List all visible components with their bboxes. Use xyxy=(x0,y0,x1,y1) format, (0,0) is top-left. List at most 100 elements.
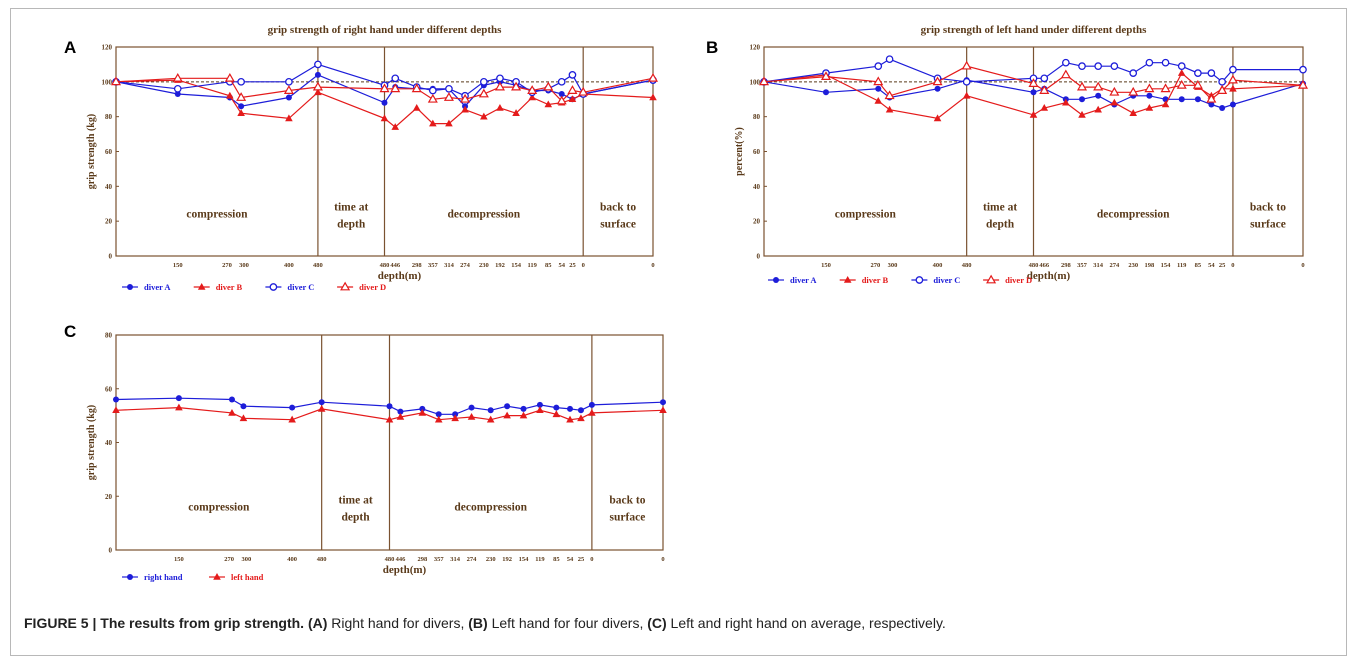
data-point xyxy=(588,408,596,416)
data-point-shape xyxy=(1110,62,1119,71)
data-point-shape xyxy=(391,74,400,83)
series-diver-D xyxy=(758,60,1309,103)
data-point xyxy=(1060,69,1071,79)
phase-label: back to surface xyxy=(1250,202,1286,231)
data-point xyxy=(238,103,245,110)
data-point xyxy=(314,60,322,69)
data-point-shape xyxy=(1217,85,1228,94)
data-point-shape xyxy=(391,123,400,130)
data-point-shape xyxy=(566,415,574,423)
data-point-shape xyxy=(933,114,942,122)
data-point xyxy=(885,105,894,113)
data-point-shape xyxy=(588,408,596,416)
legend-marker xyxy=(340,281,351,291)
data-point-shape xyxy=(427,93,438,103)
data-point xyxy=(385,415,394,423)
data-point-shape xyxy=(1229,65,1237,74)
data-point-shape xyxy=(577,407,584,414)
data-point xyxy=(660,399,666,406)
data-point xyxy=(1128,86,1139,96)
data-point xyxy=(1076,81,1088,91)
data-point xyxy=(226,91,234,99)
x-tick-label: 400 xyxy=(287,556,297,563)
x-tick-label: 230 xyxy=(479,262,489,269)
data-point xyxy=(428,86,437,95)
data-point-shape xyxy=(1128,86,1139,96)
legend-item: diver D xyxy=(983,274,1032,285)
data-point-shape xyxy=(1219,104,1226,111)
data-point xyxy=(1194,69,1202,77)
phase-label: time at depth xyxy=(339,495,373,524)
data-point xyxy=(1145,58,1154,67)
data-point-shape xyxy=(379,83,390,93)
phase-label-line: back to xyxy=(600,202,636,214)
chart-title: grip strength of right hand under differ… xyxy=(268,24,502,36)
x-tick-label: 85 xyxy=(545,262,552,269)
data-point-shape xyxy=(480,112,488,120)
data-point-shape xyxy=(1078,110,1086,118)
data-point xyxy=(434,415,443,423)
data-point xyxy=(647,72,659,82)
legend-label: diver A xyxy=(790,275,817,285)
data-point-shape xyxy=(174,91,181,98)
data-point xyxy=(1040,74,1049,83)
x-tick-label: 85 xyxy=(553,556,560,563)
data-point-shape xyxy=(289,404,296,411)
data-point xyxy=(568,71,577,79)
data-point-shape xyxy=(285,94,292,101)
data-point-shape xyxy=(226,91,234,99)
data-point-shape xyxy=(962,91,971,99)
data-point-shape xyxy=(228,408,236,416)
y-tick-label: 20 xyxy=(105,493,113,501)
x-tick-label: 25 xyxy=(1219,262,1226,269)
data-point-shape xyxy=(527,85,538,94)
legend-marker xyxy=(127,574,133,580)
data-point-shape xyxy=(434,415,443,423)
x-tick-label: 154 xyxy=(1161,262,1172,269)
series-diver-D xyxy=(110,72,659,105)
data-point-shape xyxy=(1029,110,1038,118)
phase-label-line: back to xyxy=(609,495,645,507)
data-point-shape xyxy=(1110,98,1119,106)
data-point xyxy=(1094,62,1103,71)
y-tick-label: 120 xyxy=(102,44,113,52)
y-tick-label: 80 xyxy=(105,332,113,340)
data-point xyxy=(386,403,393,410)
data-point-shape xyxy=(238,103,245,110)
data-point xyxy=(962,91,971,99)
data-point-shape xyxy=(175,403,183,411)
x-tick-label: 119 xyxy=(527,262,537,269)
data-point-shape xyxy=(1060,69,1071,79)
data-point-shape xyxy=(1177,62,1186,71)
x-tick-label: 446 xyxy=(390,262,401,269)
data-point xyxy=(567,405,574,412)
data-point-shape xyxy=(479,77,488,86)
x-tick-label: 0 xyxy=(1301,262,1304,269)
data-point xyxy=(478,88,489,98)
data-point xyxy=(239,414,248,422)
data-point xyxy=(932,76,943,86)
legend-marker-shape xyxy=(915,276,924,284)
x-tick-label: 300 xyxy=(239,262,249,269)
y-tick-label: 0 xyxy=(109,253,113,261)
data-point xyxy=(1079,96,1086,103)
data-point xyxy=(411,83,422,93)
data-point-shape xyxy=(1146,92,1153,99)
x-tick-label: 314 xyxy=(444,262,455,269)
data-point xyxy=(1029,110,1038,118)
data-point-shape xyxy=(553,404,560,411)
data-point-shape xyxy=(237,77,245,86)
data-point-shape xyxy=(649,93,657,101)
legend-item: right hand xyxy=(122,572,183,582)
data-point xyxy=(427,93,438,103)
data-point-shape xyxy=(228,396,235,403)
y-axis-label: grip strength (kg) xyxy=(86,405,97,480)
data-point-shape xyxy=(874,96,883,104)
data-point-shape xyxy=(647,72,659,82)
legend-label: right hand xyxy=(144,572,183,582)
data-point-shape xyxy=(822,89,829,96)
data-point xyxy=(285,94,292,101)
x-tick-label: 446 xyxy=(396,556,407,563)
data-point-shape xyxy=(884,90,895,100)
